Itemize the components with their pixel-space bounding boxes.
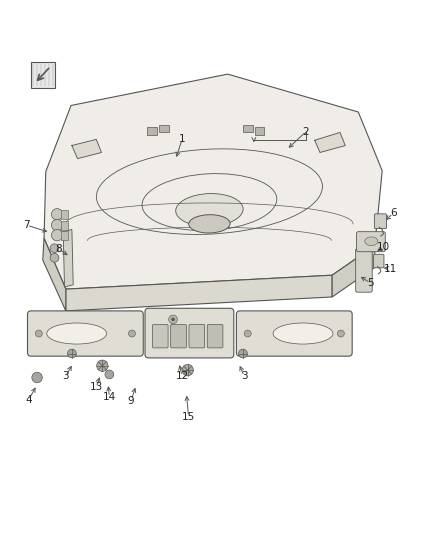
Circle shape (182, 365, 193, 376)
Polygon shape (63, 230, 73, 287)
FancyBboxPatch shape (374, 214, 387, 229)
Polygon shape (43, 238, 66, 311)
FancyBboxPatch shape (207, 325, 223, 348)
Circle shape (32, 372, 42, 383)
FancyBboxPatch shape (159, 125, 169, 133)
Text: 4: 4 (25, 395, 32, 405)
Circle shape (51, 220, 63, 231)
Text: 15: 15 (182, 411, 195, 422)
Circle shape (35, 330, 42, 337)
FancyBboxPatch shape (152, 325, 168, 348)
FancyBboxPatch shape (374, 254, 384, 268)
Circle shape (105, 370, 114, 379)
Text: 3: 3 (63, 371, 69, 381)
Text: 11: 11 (383, 264, 397, 273)
Text: 5: 5 (367, 278, 374, 288)
Bar (61, 221, 68, 230)
Circle shape (169, 315, 177, 324)
Polygon shape (315, 133, 345, 152)
Circle shape (244, 330, 251, 337)
Text: 13: 13 (90, 383, 103, 392)
FancyBboxPatch shape (147, 127, 157, 135)
Circle shape (50, 244, 59, 253)
Ellipse shape (189, 215, 230, 233)
Text: 2: 2 (303, 126, 309, 136)
Text: 9: 9 (128, 395, 134, 406)
FancyBboxPatch shape (189, 325, 205, 348)
Circle shape (97, 360, 108, 372)
FancyBboxPatch shape (145, 308, 234, 358)
Text: 8: 8 (56, 244, 62, 254)
Ellipse shape (47, 323, 106, 344)
Polygon shape (72, 140, 102, 158)
Ellipse shape (273, 323, 333, 344)
Text: 3: 3 (241, 371, 247, 381)
Text: 7: 7 (23, 220, 30, 230)
FancyBboxPatch shape (171, 325, 186, 348)
Circle shape (50, 254, 59, 262)
Circle shape (171, 318, 175, 321)
Ellipse shape (176, 193, 243, 227)
Circle shape (67, 349, 76, 358)
Circle shape (239, 349, 247, 358)
FancyBboxPatch shape (356, 249, 372, 292)
FancyBboxPatch shape (28, 311, 143, 356)
Polygon shape (66, 275, 332, 311)
Circle shape (128, 330, 135, 337)
Text: 1: 1 (179, 134, 185, 144)
FancyBboxPatch shape (357, 232, 385, 252)
Circle shape (51, 230, 63, 241)
Polygon shape (44, 74, 382, 289)
FancyBboxPatch shape (254, 127, 264, 135)
Circle shape (337, 330, 344, 337)
FancyBboxPatch shape (31, 62, 55, 88)
Ellipse shape (365, 237, 378, 246)
Circle shape (51, 208, 63, 220)
Polygon shape (332, 246, 375, 297)
Text: 14: 14 (102, 392, 116, 402)
Text: 6: 6 (390, 208, 396, 219)
FancyBboxPatch shape (237, 311, 352, 356)
Bar (61, 210, 68, 219)
Text: 10: 10 (377, 242, 390, 252)
FancyBboxPatch shape (243, 125, 253, 133)
Bar (61, 231, 68, 239)
Text: 12: 12 (175, 371, 189, 381)
